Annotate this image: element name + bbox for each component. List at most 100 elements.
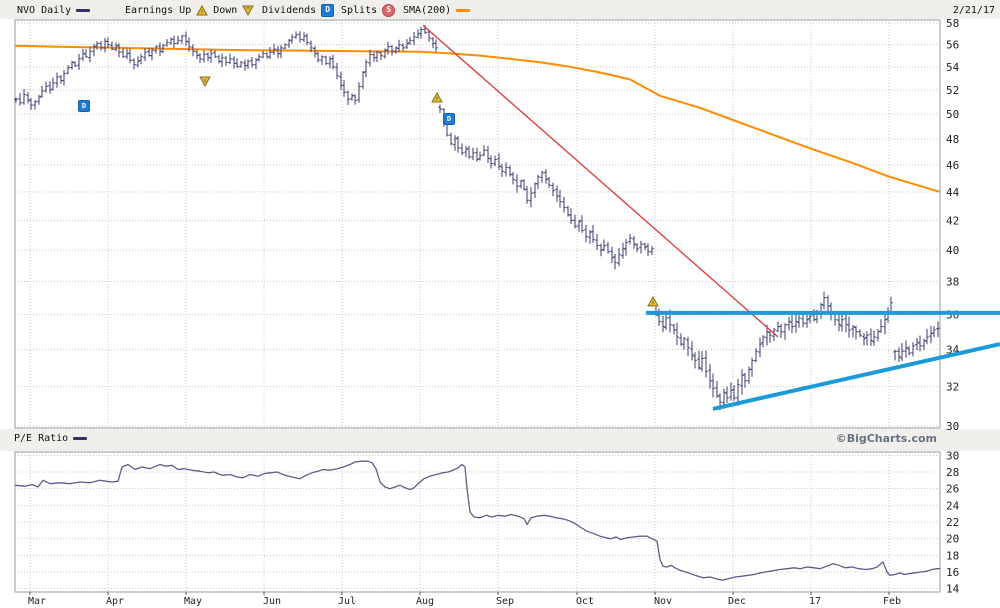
ohlc-bar (646, 243, 650, 256)
ohlc-bar (202, 50, 206, 63)
ohlc-bar (690, 341, 694, 361)
ohlc-bar (467, 146, 471, 159)
ohlc-bar (51, 77, 55, 91)
ohlc-bar (235, 58, 239, 68)
pe-strip (0, 429, 1000, 451)
ohlc-bar (840, 312, 844, 332)
ohlc-bar (704, 350, 708, 378)
pe-axis-label: 28 (946, 466, 959, 479)
ohlc-bar (276, 45, 280, 59)
ohlc-bar (386, 41, 390, 55)
ohlc-bar (419, 27, 423, 39)
price-axis-label: 58 (946, 17, 959, 30)
ohlc-bar (287, 39, 291, 48)
ohlc-bar (313, 45, 317, 58)
ohlc-bar (416, 29, 420, 39)
ohlc-bar (610, 246, 614, 263)
symbol-label: NVO Daily (17, 4, 72, 16)
earnings-down-icon (242, 5, 255, 16)
ohlc-bar (657, 308, 661, 326)
ohlc-bar (525, 185, 529, 204)
ohlc-bar (591, 225, 595, 244)
ohlc-bar (679, 333, 683, 346)
ohlc-bar (143, 47, 147, 61)
ohlc-bar (668, 309, 672, 333)
ohlc-bar (198, 53, 202, 63)
ohlc-bar (822, 291, 826, 310)
ohlc-bar (59, 75, 63, 84)
ohlc-bar (383, 48, 387, 59)
ohlc-bar (206, 52, 210, 62)
pe-axis-label: 14 (946, 583, 960, 596)
ohlc-bar (14, 97, 18, 103)
ohlc-bar (750, 357, 754, 377)
ohlc-bar (290, 34, 294, 44)
legend-dividends: Dividends D (262, 3, 335, 17)
legend-symbol: NVO Daily (17, 3, 91, 17)
price-axis-label: 46 (946, 159, 959, 172)
ohlc-bar (613, 254, 617, 270)
ohlc-bar (357, 82, 361, 103)
ohlc-bar (711, 373, 715, 398)
ohlc-bar (302, 32, 306, 42)
pe-ratio-label: P/E Ratio (14, 433, 69, 444)
ohlc-bar (232, 56, 236, 69)
ohlc-bar (353, 94, 357, 105)
ohlc-bar (254, 57, 258, 70)
ohlc-bar (350, 93, 354, 101)
ohlc-bar (643, 242, 647, 250)
price-plot-area (14, 19, 941, 429)
ohlc-bar (397, 39, 401, 52)
pe-axis-label: 24 (946, 499, 960, 512)
month-label: Mar (28, 596, 46, 607)
ohlc-bar (765, 324, 769, 346)
ohlc-bar (925, 328, 929, 345)
price-axis-label: 34 (946, 343, 960, 356)
ohlc-bar (48, 81, 52, 94)
ohlc-bar (81, 48, 85, 62)
ohlc-bar (787, 316, 791, 331)
ohlc-bar (889, 296, 893, 315)
price-axis-label: 38 (946, 276, 959, 289)
ohlc-bar (883, 314, 887, 335)
ohlc-bar (279, 44, 283, 59)
ohlc-bar (519, 179, 523, 189)
ohlc-bar (661, 316, 665, 333)
ohlc-bar (588, 229, 592, 244)
ohlc-bar (475, 147, 479, 162)
ohlc-bar (815, 309, 819, 324)
ohlc-bar (213, 50, 217, 58)
legend-strip: NVO Daily Earnings Up Down Dividends D S… (0, 0, 1000, 19)
ohlc-bar (44, 81, 48, 93)
price-axis-label: 52 (946, 84, 959, 97)
ohlc-bar (893, 349, 897, 361)
ohlc-bar (272, 43, 276, 55)
splits-label: Splits (341, 4, 378, 16)
ohlc-bar (599, 243, 603, 257)
earnings-down-marker (199, 72, 211, 91)
earnings-up-marker (431, 88, 443, 107)
ohlc-bar (747, 366, 751, 384)
ohlc-bar (390, 45, 394, 56)
ohlc-bar (305, 33, 309, 46)
ohlc-bar (754, 348, 758, 363)
ohlc-bar (471, 147, 475, 161)
ohlc-bar (22, 89, 26, 105)
pe-axis-label: 16 (946, 566, 959, 579)
ohlc-bar (819, 302, 823, 319)
ohlc-bar (886, 307, 890, 323)
ohlc-bar (103, 37, 107, 53)
ohlc-bar (558, 189, 562, 208)
ohlc-bar (434, 39, 438, 53)
ohlc-bar (261, 50, 265, 59)
red-trendline (422, 24, 779, 338)
ohlc-bar (551, 182, 555, 197)
month-label: Feb (883, 596, 901, 607)
ohlc-bar (851, 325, 855, 338)
ohlc-bar (29, 98, 33, 110)
ohlc-bar (460, 143, 464, 156)
month-label: Jul (338, 596, 356, 607)
price-axis-label: 32 (946, 381, 959, 394)
ohlc-bar (493, 155, 497, 167)
ohlc-bar (66, 65, 70, 75)
